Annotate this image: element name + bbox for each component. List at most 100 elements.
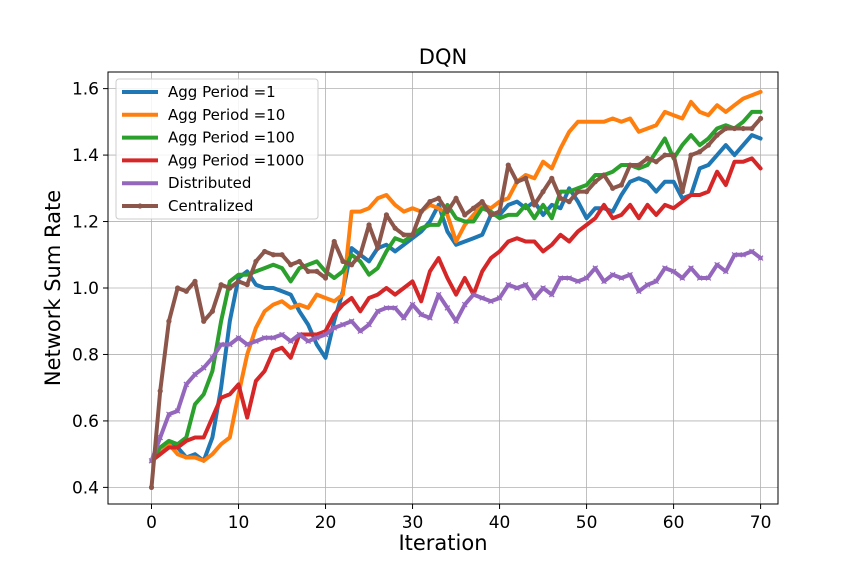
data-point xyxy=(314,335,320,341)
legend-entry: Centralized xyxy=(122,197,253,215)
data-point xyxy=(366,222,372,228)
data-point xyxy=(392,305,398,311)
series-line-agg-period-1000 xyxy=(149,156,763,463)
data-point xyxy=(409,232,416,238)
data-point xyxy=(244,282,250,288)
x-tick-label: 50 xyxy=(576,513,598,533)
data-point xyxy=(436,195,442,201)
series-layer xyxy=(148,89,764,490)
data-point xyxy=(270,252,276,258)
data-point xyxy=(505,162,511,168)
data-point xyxy=(340,258,346,265)
data-point xyxy=(218,341,224,348)
data-point xyxy=(714,261,720,268)
data-point xyxy=(322,331,329,338)
data-point xyxy=(314,268,320,274)
data-point xyxy=(305,338,311,344)
data-point xyxy=(470,205,477,211)
legend-label: Agg Period =10 xyxy=(168,106,285,124)
data-point xyxy=(175,285,181,291)
data-point xyxy=(644,281,651,288)
data-point xyxy=(583,275,590,281)
legend-entry: Agg Period =100 xyxy=(122,129,295,147)
data-point xyxy=(418,311,425,318)
data-point xyxy=(244,341,251,348)
data-point xyxy=(731,251,738,258)
data-point xyxy=(235,278,242,284)
data-point xyxy=(331,325,338,331)
data-point xyxy=(296,331,303,338)
data-point xyxy=(253,338,259,344)
data-point xyxy=(749,125,755,132)
data-point xyxy=(192,371,198,378)
y-tick-label: 0.8 xyxy=(72,345,99,365)
data-point xyxy=(662,152,668,158)
data-point xyxy=(635,288,642,295)
data-point xyxy=(287,338,294,344)
x-tick-label: 60 xyxy=(663,513,685,533)
chart-title: DQN xyxy=(419,45,467,69)
data-point xyxy=(531,202,537,208)
data-point xyxy=(296,258,303,265)
x-tick-label: 0 xyxy=(146,513,157,533)
data-point xyxy=(723,125,729,132)
series-agg-period-10 xyxy=(149,89,763,463)
legend-entry: Distributed xyxy=(122,174,251,192)
data-point xyxy=(209,354,216,361)
series-line-agg-period-10 xyxy=(149,89,763,463)
x-tick-label: 20 xyxy=(315,513,337,533)
data-point xyxy=(157,434,164,441)
data-point xyxy=(409,301,416,308)
series-centralized xyxy=(148,115,764,490)
data-point xyxy=(488,298,494,305)
data-point xyxy=(348,318,355,325)
data-point xyxy=(540,189,546,195)
data-point xyxy=(618,182,624,188)
data-point xyxy=(575,278,581,285)
x-tick-label: 70 xyxy=(750,513,772,533)
data-point xyxy=(705,275,712,281)
data-point xyxy=(462,212,468,218)
data-point xyxy=(279,331,285,338)
y-tick-label: 1.2 xyxy=(72,213,99,233)
data-point xyxy=(401,315,407,321)
legend-box xyxy=(115,78,319,220)
legend-label: Agg Period =1 xyxy=(168,83,276,101)
data-point xyxy=(479,295,485,301)
data-point xyxy=(514,179,520,185)
data-point xyxy=(757,115,764,122)
y-axis-title: Network Sum Rate xyxy=(41,190,65,386)
data-point xyxy=(757,255,764,261)
data-point xyxy=(418,208,424,215)
data-point xyxy=(261,335,268,341)
data-point xyxy=(461,301,468,308)
data-point xyxy=(566,199,572,205)
data-point xyxy=(696,275,703,281)
y-tick-label: 0.4 xyxy=(72,478,99,498)
data-point xyxy=(749,248,755,255)
data-point xyxy=(653,278,660,285)
data-point xyxy=(435,291,442,298)
data-point xyxy=(522,281,529,288)
data-point xyxy=(392,225,398,231)
x-tick-label: 40 xyxy=(489,513,511,533)
x-tick-label: 10 xyxy=(228,513,250,533)
y-tick-label: 1.4 xyxy=(72,146,99,166)
data-point xyxy=(227,285,233,291)
data-point xyxy=(166,411,172,418)
legend-entry: Agg Period =10 xyxy=(122,106,285,124)
data-point xyxy=(444,305,451,311)
data-point xyxy=(453,318,459,325)
data-point xyxy=(479,199,485,205)
data-point xyxy=(610,185,616,191)
data-point xyxy=(192,278,198,284)
data-point xyxy=(592,265,599,271)
data-point xyxy=(557,275,564,281)
data-point xyxy=(548,291,555,298)
data-point xyxy=(627,271,633,278)
data-point xyxy=(488,212,494,218)
data-point xyxy=(662,265,668,271)
data-point xyxy=(514,285,520,291)
legend-label: Agg Period =100 xyxy=(168,129,295,147)
